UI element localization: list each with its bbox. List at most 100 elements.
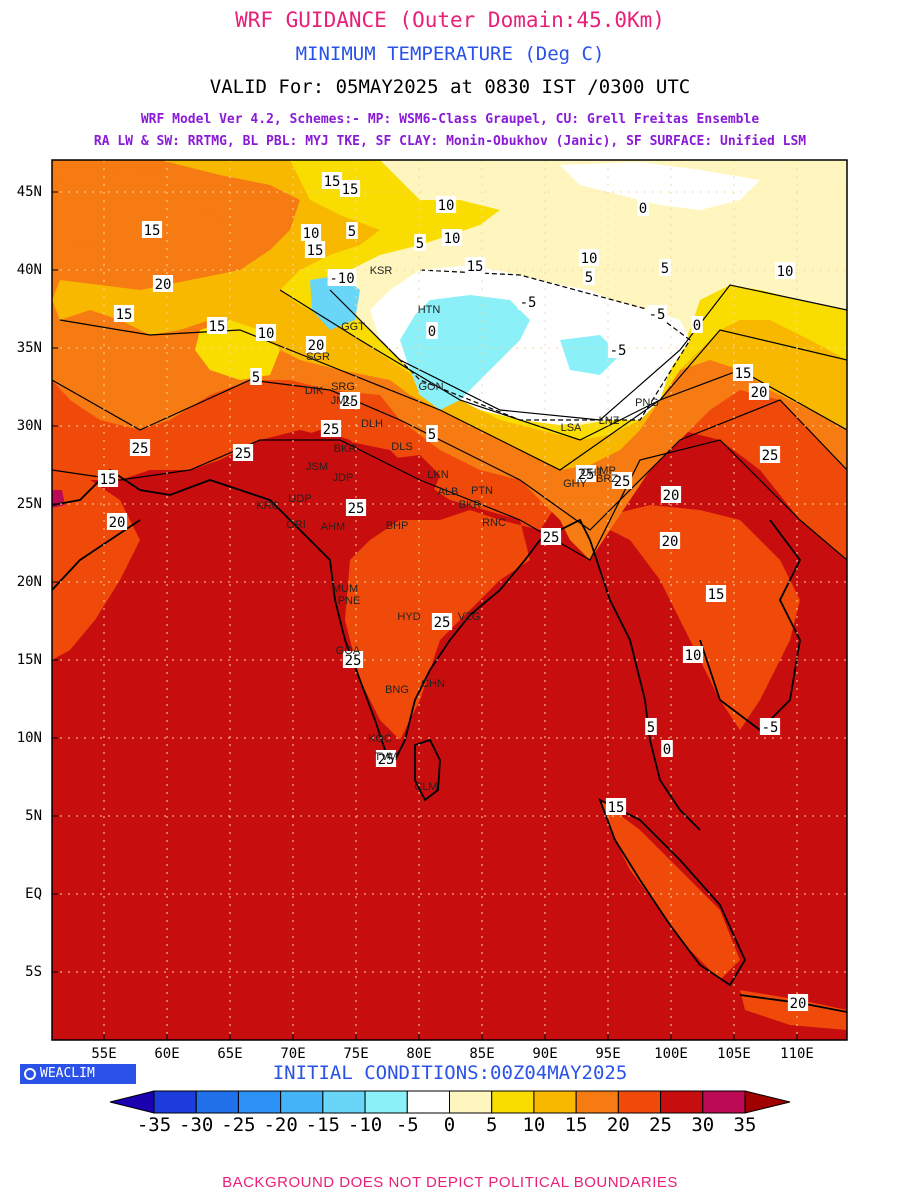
contour-label: -5 [762, 720, 779, 736]
map-frame [51, 159, 848, 1041]
contour-label: 15 [708, 587, 725, 603]
colorbar-tick-label: -5 [395, 1114, 419, 1136]
contour-label: 0 [639, 201, 647, 217]
colorbar-tick-label: 0 [443, 1114, 456, 1136]
contour-label: 15 [116, 307, 133, 323]
city-label: BHP [386, 520, 409, 532]
contour-label: 25 [348, 501, 365, 517]
contour-label-bg [759, 718, 781, 735]
contour-label-bg [435, 196, 457, 213]
contour-label: 10 [438, 198, 455, 214]
contour-label-bg [578, 249, 600, 266]
lon-label-80e: 80E [406, 1046, 432, 1062]
colorbar-tick-label: -35 [136, 1114, 172, 1136]
contour-label: 0 [693, 318, 701, 334]
contour-label: 20 [109, 515, 126, 531]
contour-label-bg [540, 528, 562, 545]
lat-label-45n: 45N [16, 184, 42, 200]
contour-label-bg [339, 180, 361, 197]
contour-label-bg [464, 257, 486, 274]
city-label: JMU [331, 395, 354, 407]
contour-label-bg [106, 513, 128, 530]
city-label: BKR [459, 499, 482, 511]
contour-label-bg [660, 486, 682, 503]
contour-label-bg [346, 222, 358, 239]
contour-label: 5 [428, 427, 436, 443]
contour-label-bg [583, 268, 595, 285]
india-coastline [52, 468, 701, 831]
colorbar-tick-label: 35 [733, 1114, 757, 1136]
contour-label: 5 [348, 224, 356, 240]
contour-label-bg [321, 172, 343, 189]
contour-label: -10 [329, 271, 354, 287]
contour-label: -5 [520, 295, 537, 311]
city-label: PNE [338, 595, 361, 607]
lat-label-25n: 25N [16, 496, 42, 512]
contour-label: -5 [610, 343, 627, 359]
model-schemes-line-1: WRF Model Ver 4.2, Schemes:- MP: WSM6-Cl… [140, 112, 760, 127]
contour-label-bg [255, 324, 277, 341]
contour-label: 15 [307, 243, 324, 259]
colorbar-tick-label: -30 [179, 1114, 214, 1136]
city-label: PNG [635, 397, 659, 409]
contour-label-bg [575, 465, 597, 482]
colorbar-tick-label: 30 [691, 1114, 715, 1136]
contour-label: 10 [777, 264, 794, 280]
contour-label-bg [345, 499, 367, 516]
city-label: ORI [286, 519, 306, 531]
contour-label-bg [787, 994, 809, 1011]
contour-label: 5 [252, 370, 260, 386]
contour-label-bg [517, 293, 539, 310]
lon-label-100e: 100E [654, 1046, 688, 1062]
colorbar-tick-label: 15 [564, 1114, 588, 1136]
city-label: KSR [370, 265, 393, 277]
contour-label: 10 [581, 251, 598, 267]
colorbar-tick-label: -15 [305, 1114, 341, 1136]
contour-label: 0 [428, 324, 436, 340]
contour-label-bg [748, 383, 770, 400]
contour-label: 15 [100, 472, 117, 488]
contour-label: 10 [444, 231, 461, 247]
lat-label-15n: 15N [16, 652, 42, 668]
contour-label-bg [732, 364, 754, 381]
lon-label-65e: 65E [217, 1046, 243, 1062]
map-variable: MINIMUM TEMPERATURE (Deg C) [295, 43, 605, 65]
contour-label-bg [661, 740, 673, 757]
contour-label: 25 [132, 441, 149, 457]
lat-label-20n: 20N [16, 574, 42, 590]
colorbar-tick-label: -10 [347, 1114, 383, 1136]
city-label: KOC [368, 733, 392, 745]
indochina-coastline [699, 519, 802, 732]
axis-ticks [52, 191, 798, 1040]
contour-label-bg [300, 224, 322, 241]
contour-label-bg [426, 425, 438, 442]
contour-label: 25 [342, 394, 359, 410]
city-label: JDP [333, 472, 354, 484]
contour-label: -5 [649, 307, 666, 323]
colorbar-tick-label: 10 [522, 1114, 546, 1136]
city-label: DLH [361, 418, 383, 430]
city-label: UDP [288, 493, 311, 505]
contour-label-bg [691, 316, 703, 333]
contour-label: 25 [762, 448, 779, 464]
contour-label: 15 [342, 182, 359, 198]
contour-label-bg [232, 444, 254, 461]
city-label: CHT [581, 467, 604, 479]
lat-label-5n: 5N [25, 808, 42, 824]
initial-conditions: INITIAL CONDITIONS:00Z04MAY2025 [272, 1062, 628, 1084]
contour-label-bg [645, 718, 657, 735]
contour-label-bg [659, 259, 671, 276]
central-asia-15-20 [52, 170, 250, 270]
colorbar-tick-label: -20 [263, 1114, 298, 1136]
colorbar-tick-label: -25 [221, 1114, 256, 1136]
colorbar-tick-label: 5 [485, 1114, 498, 1136]
contour-label-bg [129, 439, 151, 456]
contour-label: 15 [209, 319, 226, 335]
contour-label: 10 [303, 226, 320, 242]
contour-label: 20 [662, 534, 679, 550]
graticule [52, 160, 847, 1040]
contour-label: 10 [685, 648, 702, 664]
weaclim-logo[interactable]: WEACLIM [20, 1064, 136, 1084]
coastlines [52, 468, 847, 1013]
